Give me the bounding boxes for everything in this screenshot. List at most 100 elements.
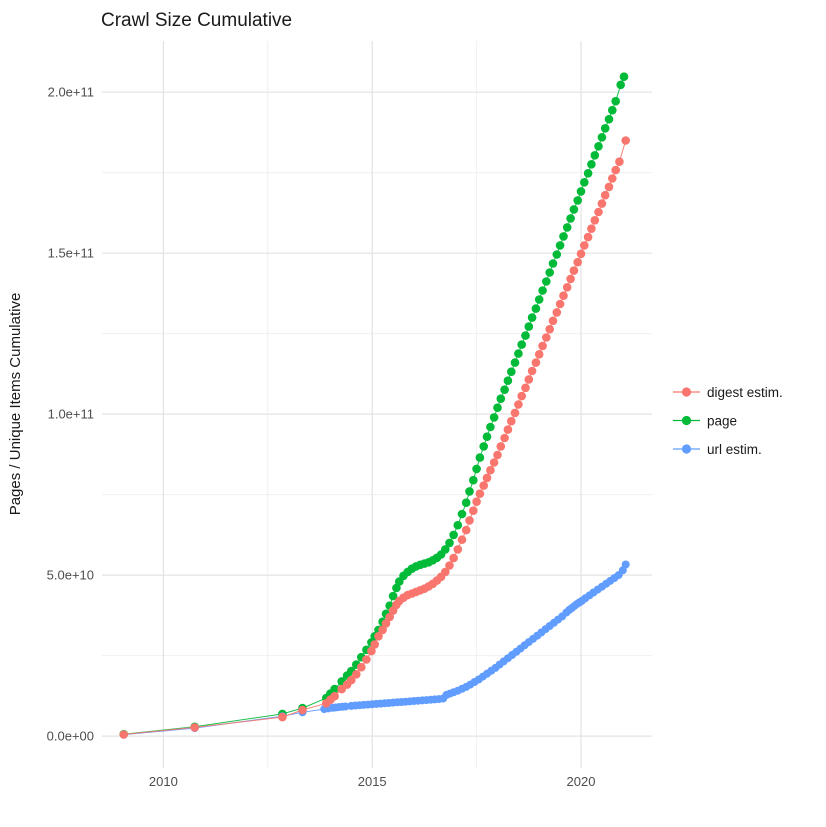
data-point [496,442,506,451]
data-point [566,274,575,284]
data-point [392,583,401,593]
data-point [615,157,624,166]
data-point [357,662,366,672]
data-point [514,349,523,358]
data-point [469,506,478,515]
legend-key-dot [681,387,692,397]
data-point [580,241,589,250]
series-layer [119,72,630,739]
data-point [559,232,568,241]
data-point [552,308,562,317]
data-point [469,475,478,485]
data-point [278,712,287,722]
data-point [619,72,629,81]
data-point [524,322,534,331]
data-point [552,250,562,259]
data-point [486,465,495,475]
data-point [566,214,575,223]
data-point [445,561,454,570]
data-point [330,684,339,694]
data-point [479,442,489,451]
data-point [479,481,489,490]
data-point [449,530,458,540]
data-point [367,646,376,656]
data-point [597,199,607,208]
y-tick-label: 0.0e+00 [47,729,94,744]
data-point [524,375,534,384]
data-point [562,283,572,292]
data-point [594,207,603,217]
y-tick-label: 1.0e+11 [48,407,94,422]
x-tick-label: 2015 [358,774,387,789]
legend-item: digest estim. [673,385,783,400]
data-point [611,165,620,175]
data-point [527,313,537,322]
data-point [441,545,450,554]
data-point [527,366,537,376]
data-point [341,702,350,711]
data-point [486,422,495,432]
data-point [449,553,458,563]
data-point [461,525,471,535]
data-point [385,612,395,622]
data-point [580,178,589,187]
data-point [583,169,593,178]
data-point [545,268,554,277]
data-point [538,286,547,295]
data-point [534,295,544,304]
data-point [587,224,596,233]
x-tick-label: 2010 [149,774,178,789]
data-point [531,304,541,313]
data-point [621,136,630,145]
legend-label: url estim. [707,442,762,457]
data-point [489,413,499,422]
data-point [573,257,582,267]
data-point [298,705,307,715]
data-point [583,232,593,242]
data-point [608,174,617,183]
data-point [590,151,600,160]
data-point [587,160,596,169]
legend-label: digest estim. [707,385,783,400]
data-point [538,341,547,351]
grid-layer [102,41,652,768]
data-point [517,391,526,401]
data-point [604,182,614,192]
data-point [475,453,485,462]
series-url-estim- [119,560,630,739]
data-point [362,655,371,664]
data-point [600,190,610,200]
data-point [542,333,551,342]
data-point [374,632,383,641]
data-point [510,408,520,418]
data-point [569,205,579,214]
data-point [496,394,506,404]
data-point [500,385,509,395]
data-point [482,432,492,442]
data-point [461,498,471,508]
data-point [453,545,463,554]
x-tick-label: 2020 [567,774,596,789]
data-point [517,340,526,349]
data-point [330,691,339,701]
legend-key-dot [681,444,692,454]
data-point [597,133,607,142]
data-point [562,223,572,232]
data-point [545,324,554,334]
data-point [616,80,625,90]
axis-layer: 0.0e+00 5.0e+10 1.0e+11 1.5e+11 2.0e+11 2010 2… [47,85,596,789]
data-point [531,358,541,367]
legend-item: page [673,413,737,428]
data-point [500,433,509,443]
y-tick-label: 2.0e+11 [48,85,94,100]
data-point [381,619,391,628]
data-point [514,400,523,409]
data-point [465,487,474,496]
data-point [503,376,513,386]
data-point [347,675,356,685]
data-point [493,403,502,413]
data-point [559,291,568,301]
data-point [503,425,513,434]
